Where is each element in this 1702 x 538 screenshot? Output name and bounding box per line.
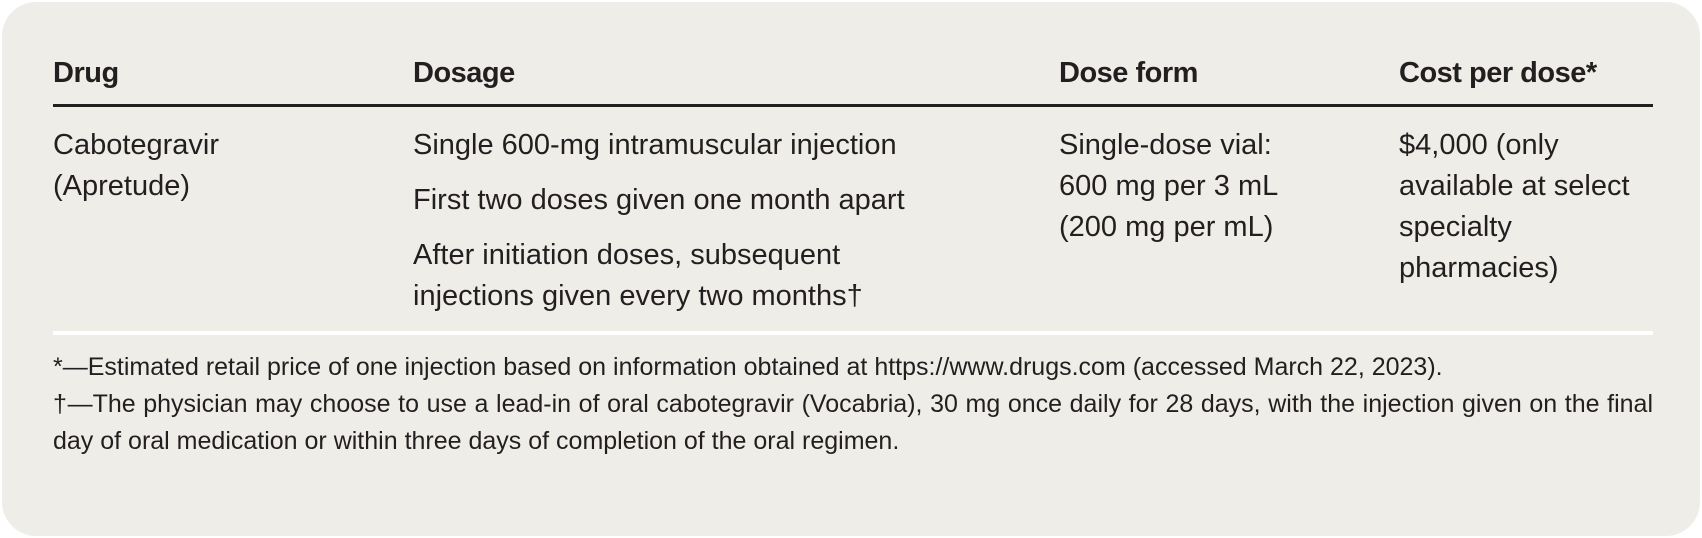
header-drug: Drug xyxy=(53,56,119,89)
drug-table: Drug Dosage Dose form Cost per dose* Cab… xyxy=(53,42,1653,460)
header-dose-form: Dose form xyxy=(1059,56,1198,89)
dose-form-line: (200 mg per mL) xyxy=(1059,211,1274,243)
cell-cost: $4,000 (only available at select special… xyxy=(1399,125,1653,317)
cell-dosage: Single 600-mg intramuscular injection Fi… xyxy=(413,125,1059,317)
drug-brand: (Apretude) xyxy=(53,170,191,202)
cost-value: $4,000 (only available at select special… xyxy=(1399,129,1630,284)
dosage-line: After initiation doses, subsequent injec… xyxy=(413,239,863,312)
footnote-asterisk: *—Estimated retail price of one injectio… xyxy=(53,353,1443,381)
dosage-line: Single 600-mg intramuscular injection xyxy=(413,129,897,161)
footnote-dagger: †—The physician may choose to use a lead… xyxy=(53,390,1653,455)
footnotes: *—Estimated retail price of one injectio… xyxy=(53,349,1653,460)
dose-form-line: Single-dose vial: xyxy=(1059,129,1272,161)
header-dosage: Dosage xyxy=(413,56,515,89)
dosage-line: First two doses given one month apart xyxy=(413,184,905,216)
cell-dose-form: Single-dose vial: 600 mg per 3 mL (200 m… xyxy=(1059,125,1399,317)
dose-form-line: 600 mg per 3 mL xyxy=(1059,170,1279,202)
header-cost: Cost per dose* xyxy=(1399,56,1597,89)
table-header: Drug Dosage Dose form Cost per dose* xyxy=(53,42,1653,107)
drug-name: Cabotegravir xyxy=(53,129,220,161)
cell-drug: Cabotegravir (Apretude) xyxy=(53,125,413,317)
table-row: Cabotegravir (Apretude) Single 600-mg in… xyxy=(53,107,1653,335)
